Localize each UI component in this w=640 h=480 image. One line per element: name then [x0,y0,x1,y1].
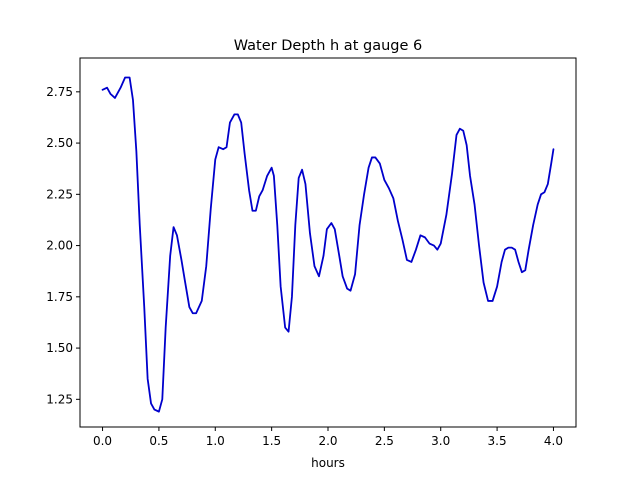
x-tick-label: 3.5 [488,434,507,448]
x-axis-label: hours [311,456,345,470]
x-tick-label: 1.0 [206,434,225,448]
y-tick-label: 1.50 [46,341,73,355]
x-tick-label: 4.0 [544,434,563,448]
x-axis: 0.0 0.5 1.0 1.5 2.0 2.5 3.0 3.5 4.0 [93,427,563,448]
chart-title: Water Depth h at gauge 6 [234,38,422,54]
y-tick-label: 2.75 [46,85,73,99]
x-tick-label: 2.0 [318,434,337,448]
y-axis: 1.25 1.50 1.75 2.00 2.25 2.50 2.75 [46,85,80,406]
x-tick-label: 2.5 [375,434,394,448]
axes-frame [79,57,577,428]
x-tick-label: 3.0 [431,434,450,448]
x-tick-label: 0.5 [149,434,168,448]
x-tick-label: 1.5 [262,434,281,448]
plot-area [101,76,555,413]
y-tick-label: 2.00 [46,239,73,253]
y-tick-label: 2.25 [46,187,73,201]
y-tick-label: 1.25 [46,392,73,406]
x-tick-label: 0.0 [93,434,112,448]
y-tick-label: 1.75 [46,290,73,304]
y-tick-label: 2.50 [46,136,73,150]
series-line [101,76,555,413]
